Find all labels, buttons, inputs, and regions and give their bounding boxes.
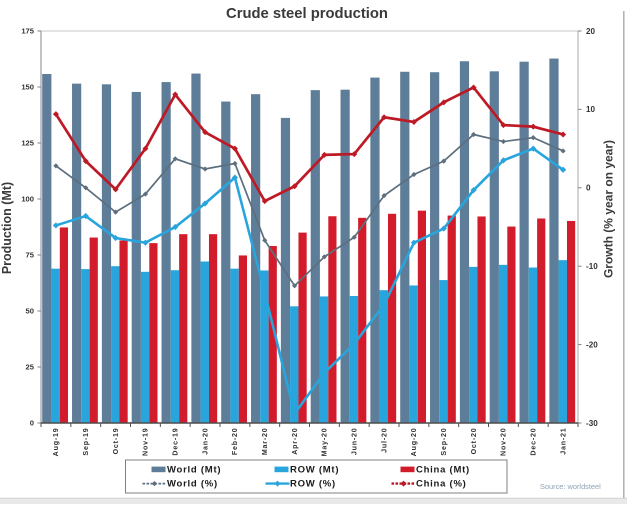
svg-text:China (Mt): China (Mt) [416, 465, 470, 476]
svg-text:World (Mt): World (Mt) [167, 465, 221, 476]
svg-text:Dec-20: Dec-20 [530, 428, 538, 456]
svg-text:20: 20 [586, 27, 596, 36]
svg-text:-10: -10 [586, 262, 598, 271]
svg-text:Feb-20: Feb-20 [231, 428, 239, 456]
svg-text:75: 75 [26, 251, 35, 260]
svg-text:Sep-19: Sep-19 [82, 428, 90, 456]
svg-text:175: 175 [21, 27, 34, 36]
svg-text:Sep-20: Sep-20 [440, 428, 448, 456]
svg-text:0: 0 [30, 419, 34, 428]
svg-text:Nov-20: Nov-20 [500, 428, 508, 456]
svg-text:China (%): China (%) [416, 479, 467, 490]
svg-text:100: 100 [21, 195, 34, 204]
svg-text:10: 10 [586, 105, 596, 114]
svg-text:Apr-20: Apr-20 [291, 428, 299, 455]
svg-text:Aug-19: Aug-19 [52, 428, 60, 457]
svg-text:-30: -30 [586, 419, 598, 428]
svg-text:Crude steel production: Crude steel production [226, 6, 388, 22]
svg-text:Oct-20: Oct-20 [470, 428, 478, 455]
svg-text:150: 150 [21, 83, 34, 92]
svg-text:Jan-21: Jan-21 [559, 428, 567, 455]
svg-text:Dec-19: Dec-19 [172, 428, 180, 456]
svg-text:Jun-20: Jun-20 [351, 428, 359, 456]
svg-text:May-20: May-20 [321, 428, 329, 457]
svg-text:50: 50 [26, 307, 34, 316]
svg-text:Jan-20: Jan-20 [201, 428, 209, 455]
svg-text:25: 25 [26, 363, 35, 372]
svg-text:World (%): World (%) [167, 479, 218, 490]
svg-text:Jul-20: Jul-20 [380, 428, 388, 453]
svg-text:ROW (%): ROW (%) [290, 479, 336, 490]
svg-text:Production (Mt): Production (Mt) [0, 182, 14, 274]
svg-text:Mar-20: Mar-20 [261, 428, 269, 456]
svg-text:Nov-19: Nov-19 [142, 428, 150, 456]
svg-text:Source: worldsteel: Source: worldsteel [540, 482, 601, 491]
svg-text:Growth (% year on year): Growth (% year on year) [602, 140, 616, 278]
svg-text:-20: -20 [586, 340, 598, 349]
svg-text:ROW (Mt): ROW (Mt) [290, 465, 339, 476]
svg-text:0: 0 [586, 184, 591, 193]
svg-text:Oct-19: Oct-19 [112, 428, 120, 455]
svg-text:Aug-20: Aug-20 [410, 428, 418, 457]
svg-text:125: 125 [21, 139, 34, 148]
